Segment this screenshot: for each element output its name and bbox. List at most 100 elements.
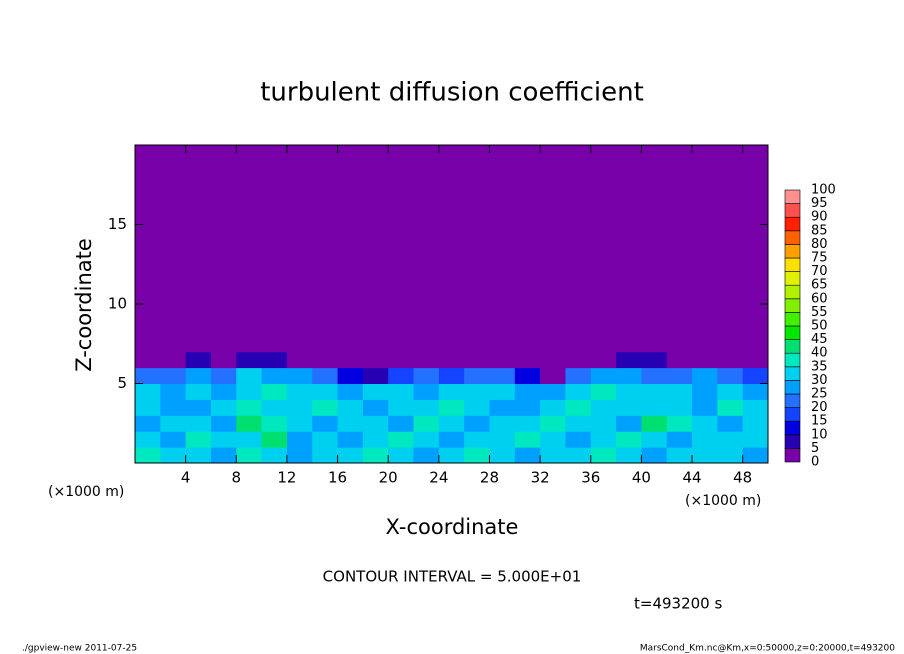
cell	[590, 224, 617, 241]
cell	[666, 224, 693, 241]
cell	[236, 415, 263, 432]
cell	[489, 176, 516, 194]
cell	[388, 192, 415, 210]
cell	[692, 160, 718, 178]
cell	[362, 431, 389, 448]
cell	[464, 351, 490, 369]
cell	[261, 383, 288, 400]
cell	[438, 383, 465, 400]
cell	[616, 367, 642, 384]
cell	[135, 351, 161, 369]
cell	[286, 399, 313, 416]
cell	[438, 145, 465, 162]
cell	[438, 447, 465, 464]
cell	[236, 224, 263, 241]
cell	[286, 240, 313, 257]
cell	[717, 240, 744, 257]
cell	[236, 145, 263, 162]
cell	[312, 145, 339, 162]
cell	[388, 415, 415, 432]
cell	[135, 447, 161, 464]
cell	[312, 447, 339, 464]
colorbar-segment	[784, 257, 801, 272]
cell	[210, 224, 237, 241]
cell	[616, 192, 642, 210]
cell	[742, 288, 769, 305]
cell	[210, 383, 237, 400]
cell	[210, 288, 237, 305]
cell	[236, 319, 263, 337]
cell	[261, 224, 288, 241]
cell	[236, 176, 263, 194]
cell	[413, 319, 440, 337]
cell	[742, 304, 769, 321]
colorbar-label: 40	[811, 346, 828, 361]
cell	[641, 447, 668, 464]
cell	[135, 415, 161, 432]
cell	[261, 145, 288, 162]
cell	[514, 256, 541, 273]
cell	[160, 415, 187, 432]
cell	[413, 415, 440, 432]
cell	[590, 208, 617, 225]
cell	[692, 304, 718, 321]
cell	[565, 383, 592, 400]
cell	[438, 304, 465, 321]
x-unit: (×1000 m)	[685, 493, 761, 509]
cell	[388, 399, 415, 416]
cell	[692, 192, 718, 210]
cell	[565, 208, 592, 225]
cell	[540, 304, 566, 321]
cell	[464, 192, 490, 210]
cell	[388, 160, 415, 178]
cell	[160, 208, 187, 225]
cell	[692, 415, 718, 432]
cell	[236, 431, 263, 448]
cell	[312, 304, 339, 321]
cell	[261, 335, 288, 353]
cell	[692, 145, 718, 162]
colorbar-segment	[784, 339, 801, 354]
cell	[337, 351, 364, 369]
cell	[666, 145, 693, 162]
cell	[388, 288, 415, 305]
cell	[540, 367, 566, 384]
cell	[514, 383, 541, 400]
colorbar-segment	[784, 380, 801, 395]
cell	[135, 335, 161, 353]
cell	[286, 335, 313, 353]
cell	[590, 192, 617, 210]
colorbar-label: 0	[811, 455, 819, 470]
cell	[514, 415, 541, 432]
cell	[286, 431, 313, 448]
colorbar-segment	[784, 407, 801, 422]
cell	[185, 176, 212, 194]
cell	[616, 272, 642, 289]
cell	[413, 288, 440, 305]
cell	[388, 351, 415, 369]
cell	[717, 224, 744, 241]
cell	[666, 399, 693, 416]
cell	[590, 383, 617, 400]
cell	[616, 383, 642, 400]
cell	[362, 272, 389, 289]
cell	[489, 351, 516, 369]
cell	[489, 208, 516, 225]
cell	[692, 447, 718, 464]
time-label: t=493200 s	[634, 595, 722, 613]
cell	[540, 208, 566, 225]
cell	[413, 399, 440, 416]
cell	[464, 319, 490, 337]
colorbar-label: 35	[811, 359, 828, 374]
cell	[185, 160, 212, 178]
cell	[438, 256, 465, 273]
cell	[565, 240, 592, 257]
cell	[514, 208, 541, 225]
cell	[210, 447, 237, 464]
cell	[641, 431, 668, 448]
cell	[565, 415, 592, 432]
cell	[210, 431, 237, 448]
cell	[388, 208, 415, 225]
cell	[565, 399, 592, 416]
